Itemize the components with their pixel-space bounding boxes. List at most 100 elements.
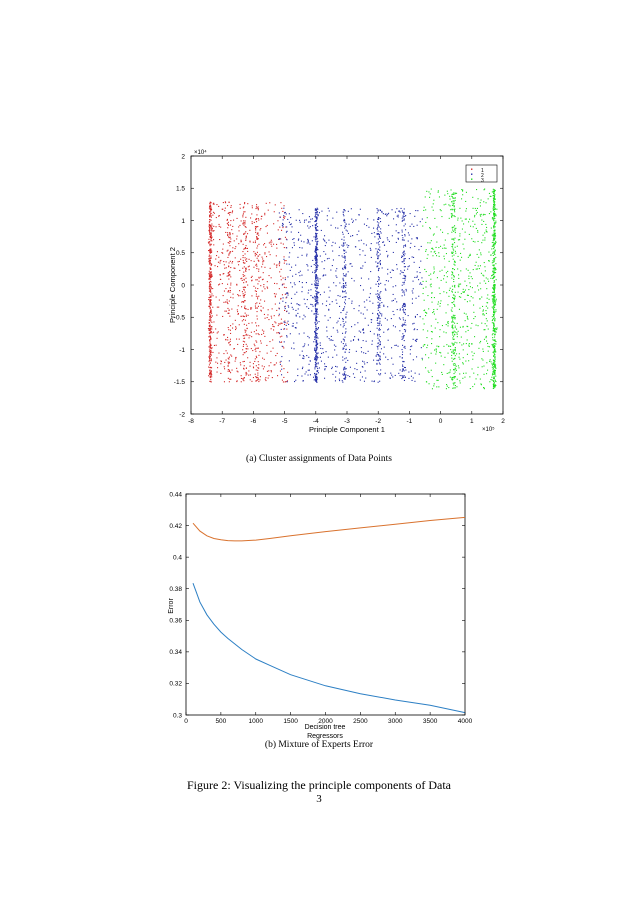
scatter-point-cluster-2 xyxy=(345,361,347,363)
scatter-point-cluster-3 xyxy=(433,313,435,315)
scatter-point-cluster-1 xyxy=(209,371,211,373)
scatter-point-cluster-3 xyxy=(453,226,455,228)
scatter-point-cluster-3 xyxy=(493,291,495,293)
scatter-point-cluster-3 xyxy=(495,220,497,222)
scatter-point-cluster-2 xyxy=(332,373,334,375)
scatter-point-cluster-2 xyxy=(303,314,305,316)
scatter-point-cluster-3 xyxy=(486,297,488,299)
scatter-point-cluster-2 xyxy=(383,353,385,355)
scatter-point-cluster-2 xyxy=(392,376,394,378)
scatter-point-cluster-2 xyxy=(399,273,401,275)
scatter-point-cluster-2 xyxy=(384,317,386,319)
scatter-point-cluster-1 xyxy=(209,248,211,250)
line-x-tick-label: 500 xyxy=(215,718,226,725)
scatter-point-cluster-1 xyxy=(283,286,285,288)
scatter-point-cluster-2 xyxy=(288,221,290,223)
scatter-point-cluster-1 xyxy=(248,265,250,267)
scatter-point-cluster-1 xyxy=(257,377,259,379)
scatter-point-cluster-1 xyxy=(229,251,231,253)
scatter-point-cluster-2 xyxy=(401,349,403,351)
scatter-point-cluster-2 xyxy=(316,287,318,289)
scatter-point-cluster-3 xyxy=(435,351,437,353)
scatter-point-cluster-3 xyxy=(434,217,436,219)
scatter-point-cluster-3 xyxy=(495,269,497,271)
scatter-point-cluster-1 xyxy=(211,240,213,242)
scatter-point-cluster-2 xyxy=(317,370,319,372)
scatter-point-cluster-2 xyxy=(377,251,379,253)
scatter-point-cluster-3 xyxy=(453,335,455,337)
scatter-point-cluster-1 xyxy=(210,212,212,214)
scatter-point-cluster-2 xyxy=(343,250,345,252)
scatter-point-cluster-3 xyxy=(494,235,496,237)
scatter-point-cluster-1 xyxy=(209,259,211,261)
scatter-point-cluster-3 xyxy=(491,245,493,247)
scatter-point-cluster-3 xyxy=(493,209,495,211)
scatter-point-cluster-2 xyxy=(402,376,404,378)
scatter-point-cluster-3 xyxy=(493,214,495,216)
scatter-point-cluster-3 xyxy=(485,305,487,307)
scatter-point-cluster-3 xyxy=(453,382,455,384)
scatter-point-cluster-1 xyxy=(256,265,258,267)
scatter-point-cluster-2 xyxy=(314,378,316,380)
scatter-point-cluster-3 xyxy=(495,343,497,345)
scatter-point-cluster-1 xyxy=(245,351,247,353)
scatter-point-cluster-2 xyxy=(342,320,344,322)
scatter-point-cluster-1 xyxy=(211,275,213,277)
scatter-point-cluster-3 xyxy=(452,258,454,260)
scatter-point-cluster-1 xyxy=(209,280,211,282)
scatter-point-cluster-2 xyxy=(291,226,293,228)
scatter-point-cluster-1 xyxy=(211,228,213,230)
scatter-point-cluster-3 xyxy=(493,291,495,293)
scatter-point-cluster-3 xyxy=(425,209,427,211)
scatter-point-cluster-1 xyxy=(210,358,212,360)
scatter-point-cluster-1 xyxy=(222,208,224,210)
scatter-point-cluster-3 xyxy=(486,302,488,304)
scatter-point-cluster-2 xyxy=(403,304,405,306)
scatter-point-cluster-2 xyxy=(280,328,282,330)
scatter-point-cluster-1 xyxy=(226,219,228,221)
scatter-point-cluster-2 xyxy=(316,343,318,345)
scatter-point-cluster-2 xyxy=(377,313,379,315)
scatter-point-cluster-2 xyxy=(314,336,316,338)
scatter-point-cluster-3 xyxy=(494,379,496,381)
scatter-point-cluster-1 xyxy=(209,224,211,226)
scatter-point-cluster-1 xyxy=(217,261,219,263)
scatter-point-cluster-1 xyxy=(284,277,286,279)
scatter-point-cluster-1 xyxy=(279,271,281,273)
scatter-point-cluster-1 xyxy=(260,299,262,301)
scatter-point-cluster-1 xyxy=(278,323,280,325)
scatter-point-cluster-1 xyxy=(228,236,230,238)
scatter-point-cluster-2 xyxy=(343,209,345,211)
scatter-point-cluster-1 xyxy=(242,354,244,356)
scatter-point-cluster-1 xyxy=(210,255,212,257)
scatter-point-cluster-2 xyxy=(391,235,393,237)
scatter-point-cluster-1 xyxy=(258,325,260,327)
scatter-point-cluster-2 xyxy=(315,257,317,259)
scatter-point-cluster-3 xyxy=(494,208,496,210)
scatter-point-cluster-1 xyxy=(254,252,256,254)
scatter-point-cluster-2 xyxy=(314,275,316,277)
scatter-point-cluster-2 xyxy=(421,218,423,220)
scatter-point-cluster-3 xyxy=(493,324,495,326)
scatter-point-cluster-1 xyxy=(243,279,245,281)
scatter-point-cluster-1 xyxy=(215,296,217,298)
scatter-point-cluster-2 xyxy=(325,351,327,353)
scatter-point-cluster-3 xyxy=(458,277,460,279)
scatter-point-cluster-2 xyxy=(307,369,309,371)
scatter-point-cluster-1 xyxy=(236,238,238,240)
scatter-point-cluster-3 xyxy=(453,206,455,208)
scatter-point-cluster-1 xyxy=(225,350,227,352)
scatter-point-cluster-3 xyxy=(494,306,496,308)
scatter-point-cluster-2 xyxy=(346,230,348,232)
scatter-point-cluster-1 xyxy=(264,252,266,254)
scatter-point-cluster-2 xyxy=(399,211,401,213)
scatter-point-cluster-1 xyxy=(242,222,244,224)
scatter-point-cluster-1 xyxy=(227,227,229,229)
scatter-point-cluster-2 xyxy=(308,221,310,223)
scatter-point-cluster-3 xyxy=(449,371,451,373)
scatter-point-cluster-2 xyxy=(344,227,346,229)
scatter-point-cluster-3 xyxy=(451,325,453,327)
scatter-point-cluster-2 xyxy=(315,318,317,320)
scatter-point-cluster-1 xyxy=(212,351,214,353)
scatter-point-cluster-3 xyxy=(453,298,455,300)
